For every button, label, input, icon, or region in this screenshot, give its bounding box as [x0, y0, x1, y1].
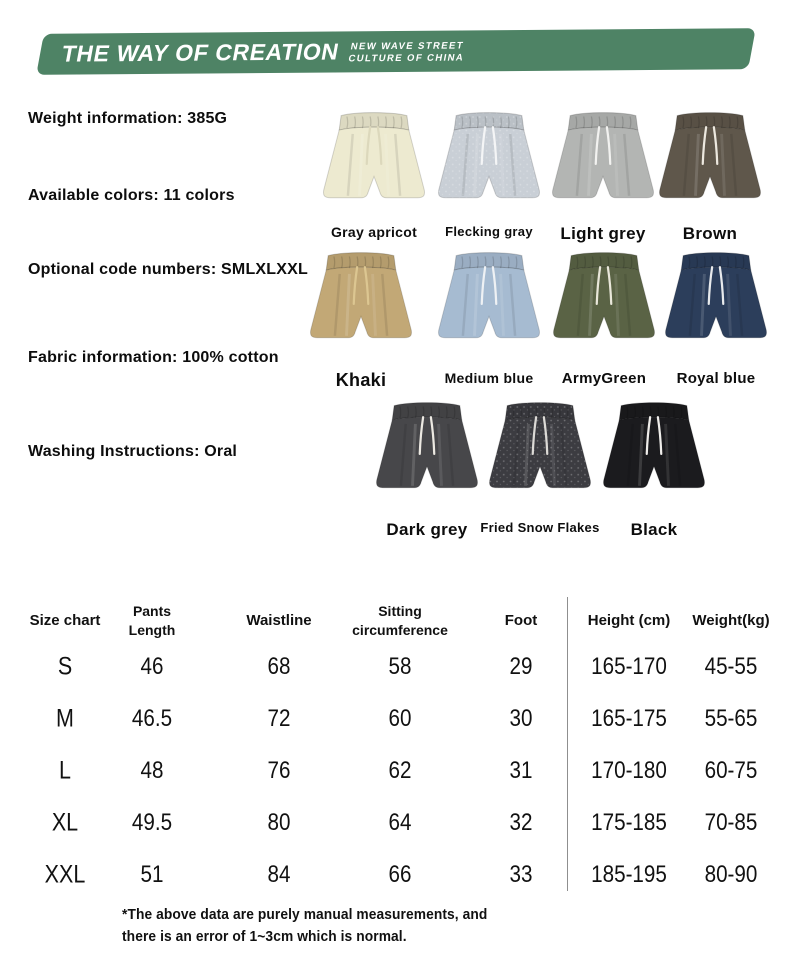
size-chart-value-cell: 58	[388, 653, 412, 680]
size-chart-value-cell: 48	[140, 757, 164, 784]
size-chart-value-cell: 76	[267, 757, 291, 784]
color-label: Royal blue	[676, 370, 756, 387]
product-info-label: Available colors: 11 colors	[28, 187, 235, 204]
size-chart-value-cell: 70-85	[704, 809, 758, 836]
color-label: Black	[630, 520, 678, 539]
size-chart-value-cell: 46	[140, 653, 164, 680]
size-chart-header: Height (cm)	[587, 611, 671, 629]
brand-subtitle-line1: NEW WAVE STREET	[349, 40, 465, 53]
size-chart-value-cell: 165-170	[591, 653, 667, 680]
color-label: Brown	[682, 224, 738, 243]
size-chart-value-cell: 175-185	[591, 809, 667, 836]
size-chart-size-cell: S	[57, 652, 73, 681]
color-label: Dark grey	[386, 520, 468, 539]
brand-subtitle-line2: CULTURE OF CHINA	[347, 51, 466, 64]
shorts-image	[665, 252, 767, 339]
color-label: Gray apricot	[330, 224, 418, 240]
shorts-image	[553, 252, 655, 339]
size-chart-value-cell: 72	[267, 705, 291, 732]
product-info-label: Optional code numbers: SMLXLXXL	[28, 261, 308, 278]
size-chart-value-cell: 66	[388, 861, 412, 888]
size-chart-value-cell: 45-55	[704, 653, 758, 680]
size-chart-value-cell: 51	[140, 861, 164, 888]
shorts-image	[489, 402, 591, 489]
brand-subtitle: NEW WAVE STREET CULTURE OF CHINA	[347, 41, 467, 65]
size-chart-value-cell: 68	[267, 653, 291, 680]
color-label: Khaki	[335, 370, 387, 390]
size-chart-value-cell: 29	[509, 653, 533, 680]
color-label: ArmyGreen	[561, 370, 647, 387]
size-chart-header: Weight(kg)	[692, 611, 770, 629]
size-chart-value-cell: 30	[509, 705, 533, 732]
size-chart-value-cell: 46.5	[131, 705, 173, 732]
size-chart-value-cell: 185-195	[591, 861, 667, 888]
shorts-image	[552, 112, 654, 199]
size-chart-header: Pants Length	[128, 603, 176, 638]
product-info-label: Weight information: 385G	[28, 110, 228, 127]
size-chart-value-cell: 32	[509, 809, 533, 836]
shorts-image	[376, 402, 478, 489]
color-label: Medium blue	[444, 370, 534, 386]
size-chart-header: Sitting circumference	[352, 603, 448, 638]
size-chart-size-cell: XXL	[44, 860, 86, 889]
shorts-image	[659, 112, 761, 199]
size-chart-value-cell: 80-90	[704, 861, 758, 888]
size-chart-value-cell: 84	[267, 861, 291, 888]
size-chart-header: Foot	[504, 611, 538, 629]
size-chart-value-cell: 62	[388, 757, 412, 784]
shorts-image	[438, 252, 540, 339]
shorts-image	[438, 112, 540, 199]
shorts-image	[323, 112, 425, 199]
shorts-image	[603, 402, 705, 489]
size-chart-size-cell: M	[56, 704, 74, 733]
size-chart-value-cell: 60	[388, 705, 412, 732]
size-chart-size-cell: L	[59, 756, 71, 785]
measurement-footnote: *The above data are purely manual measur…	[122, 907, 488, 945]
size-chart-value-cell: 49.5	[131, 809, 173, 836]
color-label: Fried Snow Flakes	[480, 520, 600, 535]
size-chart-value-cell: 55-65	[704, 705, 758, 732]
size-chart-value-cell: 31	[509, 757, 533, 784]
product-info-label: Fabric information: 100% cotton	[28, 349, 279, 366]
size-chart-size-cell: XL	[51, 808, 79, 837]
size-chart-value-cell: 170-180	[591, 757, 667, 784]
brand-banner: THE WAY OF CREATION NEW WAVE STREET CULT…	[36, 28, 756, 75]
table-divider-line	[567, 597, 568, 891]
size-chart-header: Size chart	[29, 611, 101, 629]
color-label: Light grey	[560, 224, 646, 243]
size-chart-value-cell: 60-75	[704, 757, 758, 784]
size-chart-value-cell: 80	[267, 809, 291, 836]
brand-title: THE WAY OF CREATION	[59, 38, 342, 67]
shorts-image	[310, 252, 412, 339]
product-info-label: Washing Instructions: Oral	[28, 443, 238, 460]
size-chart-header: Waistline	[246, 611, 312, 629]
size-chart-value-cell: 33	[509, 861, 533, 888]
color-label: Flecking gray	[445, 224, 533, 239]
size-chart-value-cell: 165-175	[591, 705, 667, 732]
size-chart-value-cell: 64	[388, 809, 412, 836]
